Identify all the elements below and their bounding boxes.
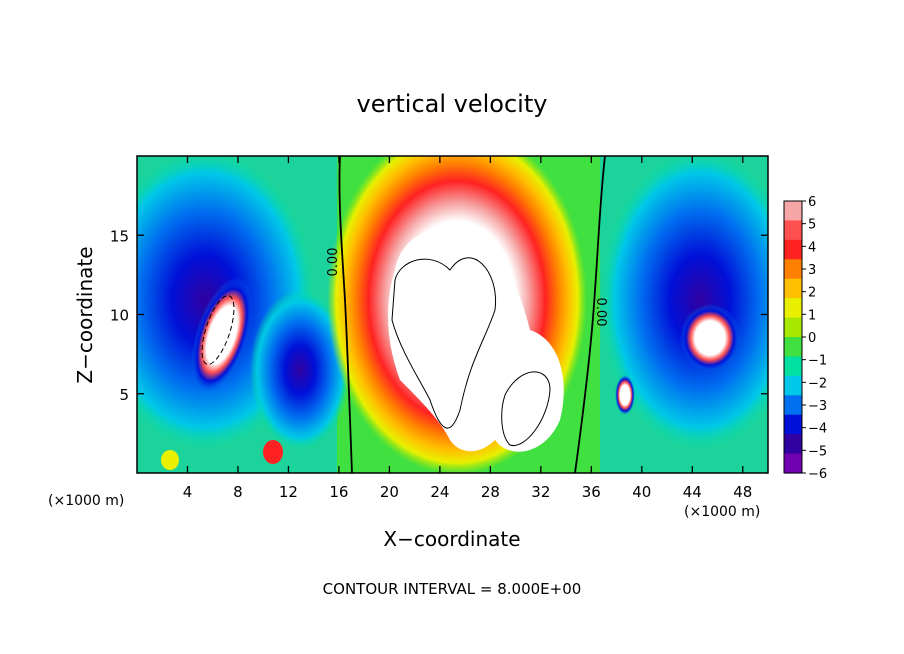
- colorbar-swatch: [784, 375, 802, 396]
- y-tick-label: 15: [110, 227, 129, 245]
- x-axis-label: X−coordinate: [383, 527, 520, 551]
- colorbar-swatch: [784, 259, 802, 280]
- contour-label: 0.00: [593, 298, 608, 327]
- x-tick-label: 36: [582, 483, 601, 501]
- colorbar-label: 6: [808, 195, 816, 210]
- x-tick-label: 48: [733, 483, 752, 501]
- surface-spot-2: [161, 450, 179, 470]
- y-tick-label: 5: [119, 386, 129, 404]
- x-tick-label: 4: [183, 483, 193, 501]
- chart-title: vertical velocity: [357, 90, 548, 118]
- contour-label: 0.00: [326, 248, 341, 277]
- colorbar-swatch: [784, 453, 802, 474]
- x-tick-label: 12: [279, 483, 298, 501]
- contour-interval-note: CONTOUR INTERVAL = 8.000E+00: [323, 580, 582, 598]
- colorbar-label: −3: [808, 399, 827, 414]
- central-updraft-core: [388, 225, 564, 452]
- colorbar-swatch: [784, 220, 802, 241]
- colorbar-label: 2: [808, 286, 816, 301]
- heatmap-field: [137, 156, 768, 473]
- y-axis-label: Z−coordinate: [73, 246, 97, 383]
- x-unit-right: (×1000 m): [684, 504, 760, 520]
- colorbar-label: 3: [808, 263, 816, 278]
- right-updraft: [680, 304, 740, 372]
- colorbar-swatch: [784, 201, 802, 222]
- colorbar-label: 4: [808, 240, 816, 255]
- left-blue-region-2: [250, 290, 350, 450]
- x-tick-label: 40: [632, 483, 651, 501]
- x-tick-label: 32: [531, 483, 550, 501]
- x-tick-label: 44: [683, 483, 702, 501]
- right-blue-region: [600, 156, 768, 450]
- colorbar: 6 5 4 3 2 1 0 −1 −2 −3 −4 −5 −6: [783, 195, 827, 482]
- zero-contour-left: [338, 156, 353, 473]
- colorbar-swatch: [784, 434, 802, 455]
- colorbar-swatch: [784, 278, 802, 299]
- x-tick-label: 28: [481, 483, 500, 501]
- x-tick-label: 16: [329, 483, 348, 501]
- colorbar-swatch: [784, 298, 802, 319]
- x-tick-label: 20: [380, 483, 399, 501]
- dashed-contour: [201, 295, 235, 365]
- y-tick-label: 10: [110, 307, 129, 325]
- colorbar-swatch: [784, 356, 802, 377]
- x-unit-left: (×1000 m): [48, 493, 124, 509]
- colorbar-swatch: [784, 317, 802, 338]
- x-tick-label: 24: [430, 483, 449, 501]
- colorbar-label: 0: [808, 331, 816, 346]
- y-axis: 5 10 15: [110, 227, 768, 404]
- colorbar-label: −5: [808, 444, 827, 459]
- x-tick-label: 8: [233, 483, 243, 501]
- colorbar-label: −2: [808, 376, 827, 391]
- inner-contour-2: [501, 371, 551, 446]
- x-axis: 4 8 12 16 20 24 28 32 36 40 44 48: [183, 156, 752, 501]
- colorbar-label: −6: [808, 467, 827, 482]
- colorbar-swatch: [784, 414, 802, 435]
- colorbar-label: 1: [808, 308, 816, 323]
- colorbar-swatch: [784, 395, 802, 416]
- colorbar-label: −1: [808, 354, 827, 369]
- right-updraft-2: [615, 375, 635, 415]
- inner-contour: [391, 257, 497, 429]
- colorbar-swatch: [784, 239, 802, 260]
- zero-contour-right: [574, 156, 606, 473]
- colorbar-label: −4: [808, 422, 827, 437]
- surface-spot: [263, 440, 283, 464]
- colorbar-swatch: [784, 337, 802, 358]
- colorbar-label: 5: [808, 218, 816, 233]
